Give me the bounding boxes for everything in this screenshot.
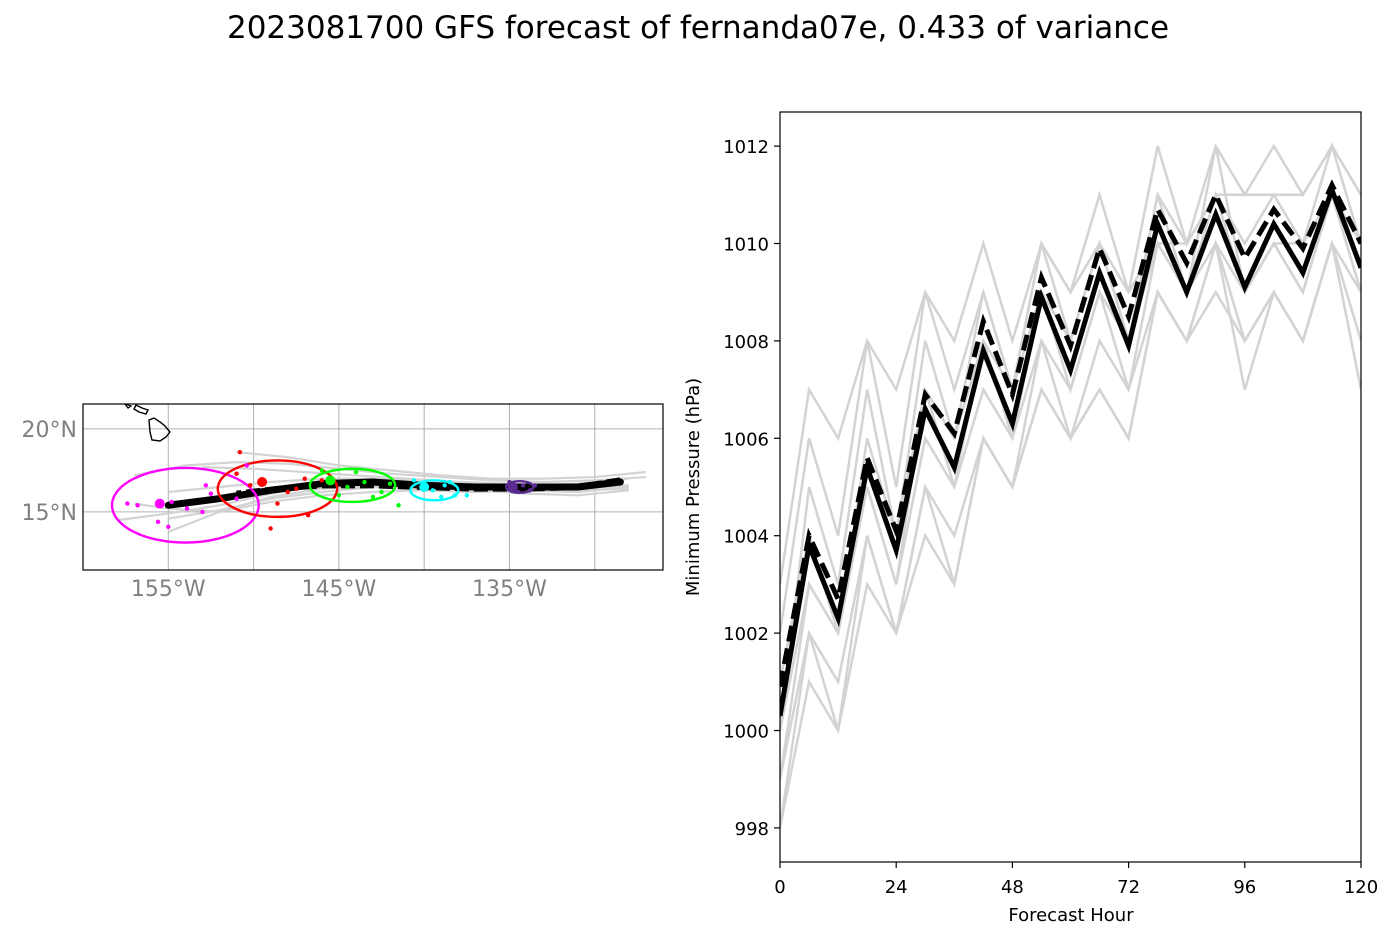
y-tick-label: 1012 xyxy=(723,137,769,158)
mean-pressure-lines xyxy=(780,179,1361,717)
molokai-outline xyxy=(124,404,133,409)
ensemble-position-dot xyxy=(353,469,359,475)
x-axis-label: Forecast Hour xyxy=(1008,905,1134,926)
ensemble-position-dot xyxy=(336,493,342,498)
ensemble-position-dot xyxy=(169,499,174,505)
ensemble-position-dot xyxy=(515,489,521,495)
ensemble-pressure-lines xyxy=(780,141,1361,829)
ensemble-position-dot xyxy=(125,501,130,506)
x-tick-label: 96 xyxy=(1233,877,1256,898)
ensemble-position-dot xyxy=(411,478,417,483)
ensemble-position-dot xyxy=(294,486,299,491)
x-tick-label: 72 xyxy=(1117,877,1140,898)
y-axis-label: Minimum Pressure (hPa) xyxy=(683,378,704,596)
map-y-tick-label: 15°N xyxy=(22,501,77,526)
uncertainty-ellipses xyxy=(110,459,535,544)
uncertainty-ellipse xyxy=(409,479,460,502)
ensemble-position-dot xyxy=(135,503,140,508)
ensemble-position-dot xyxy=(268,526,273,531)
ensemble-pressure-line xyxy=(780,239,1361,780)
track-map-panel: 155°W 145°W 135°W 15°N 20°N xyxy=(22,403,664,602)
mean-position-dot xyxy=(419,482,430,492)
x-tick-label: 48 xyxy=(1001,877,1024,898)
y-tick-label: 998 xyxy=(735,819,769,840)
ensemble-position-dot xyxy=(370,494,376,500)
ensemble-position-dot xyxy=(319,468,325,473)
maui-outline xyxy=(133,404,149,415)
map-tick-labels: 155°W 145°W 135°W 15°N 20°N xyxy=(22,418,548,602)
x-tick-label: 0 xyxy=(774,877,785,898)
ensemble-position-dot xyxy=(452,493,458,498)
ensemble-position-dot xyxy=(234,471,239,476)
ensemble-pressure-line xyxy=(780,240,1361,829)
ensemble-position-dot xyxy=(275,501,280,506)
pressure-chart-panel: 0 24 48 72 96 120 998 1000 1002 1004 1006 1008 1010 1… xyxy=(683,111,1378,926)
ensemble-position-dot xyxy=(439,494,444,500)
map-x-tick-label: 135°W xyxy=(472,577,547,602)
ensemble-position-dot xyxy=(520,483,526,488)
figure-title: 2023081700 GFS forecast of fernanda07e, … xyxy=(226,10,1170,46)
ensemble-position-dot xyxy=(237,449,243,455)
y-tick-label: 1010 xyxy=(723,234,769,255)
big-island-outline xyxy=(148,417,171,442)
ensemble-position-dot xyxy=(532,483,538,488)
hawaii-coastline xyxy=(124,404,171,442)
y-tick-label: 1000 xyxy=(723,722,769,743)
x-tick-label: 24 xyxy=(885,877,908,898)
ensemble-track-line xyxy=(133,460,647,484)
ensemble-position-dot xyxy=(387,481,393,486)
mean-position-dot xyxy=(325,475,336,486)
ensemble-position-dot xyxy=(305,513,311,518)
mean-position-dot xyxy=(507,482,518,492)
uncertainty-ellipse xyxy=(110,466,260,544)
ensemble-position-dot xyxy=(379,489,384,495)
mean-pressure-line xyxy=(780,182,1361,717)
ensemble-positions xyxy=(125,449,538,531)
ensemble-position-dot xyxy=(200,509,205,515)
ensemble-position-dot xyxy=(447,479,452,485)
y-tick-label: 1008 xyxy=(723,332,769,353)
ensemble-position-dot xyxy=(247,483,253,488)
ensemble-position-dot xyxy=(362,479,367,485)
ensemble-position-dot xyxy=(396,503,401,508)
mean-pressure-dashed-line xyxy=(780,179,1361,688)
y-tick-label: 1006 xyxy=(723,429,769,450)
ensemble-position-dot xyxy=(155,519,161,525)
map-x-tick-label: 155°W xyxy=(131,577,206,602)
ensemble-position-dot xyxy=(285,489,290,495)
ensemble-position-dot xyxy=(302,476,307,481)
ensemble-position-dot xyxy=(464,493,470,498)
y-tick-label: 1002 xyxy=(723,624,769,645)
ensemble-position-dot xyxy=(319,478,325,483)
ensemble-position-dot xyxy=(184,506,190,511)
ensemble-position-dot xyxy=(234,496,239,501)
x-tick-label: 120 xyxy=(1344,877,1378,898)
ensemble-pressure-line xyxy=(780,143,1361,585)
ensemble-position-dot xyxy=(166,524,171,530)
mean-position-dot xyxy=(257,477,268,488)
mean-position-dot xyxy=(154,498,165,509)
pressure-chart-ticks: 0 24 48 72 96 120 998 1000 1002 1004 1006 1008 1010 1… xyxy=(723,137,1378,898)
map-y-tick-label: 20°N xyxy=(22,418,77,443)
ensemble-position-dot xyxy=(208,491,214,496)
map-x-tick-label: 145°W xyxy=(302,577,377,602)
ensemble-position-dot xyxy=(442,483,447,488)
ensemble-position-dot xyxy=(527,488,533,493)
uncertainty-ellipse xyxy=(308,467,397,504)
uncertainty-ellipse xyxy=(216,459,339,519)
pressure-chart-frame xyxy=(779,111,1362,863)
ensemble-position-dot xyxy=(430,488,435,493)
y-tick-label: 1004 xyxy=(723,527,769,548)
ensemble-position-dot xyxy=(203,483,209,488)
ensemble-position-dot xyxy=(345,484,350,490)
ensemble-position-dot xyxy=(244,463,249,468)
map-frame xyxy=(82,403,664,571)
ensemble-track-line xyxy=(236,451,647,480)
ensemble-pressure-line xyxy=(780,191,1361,731)
